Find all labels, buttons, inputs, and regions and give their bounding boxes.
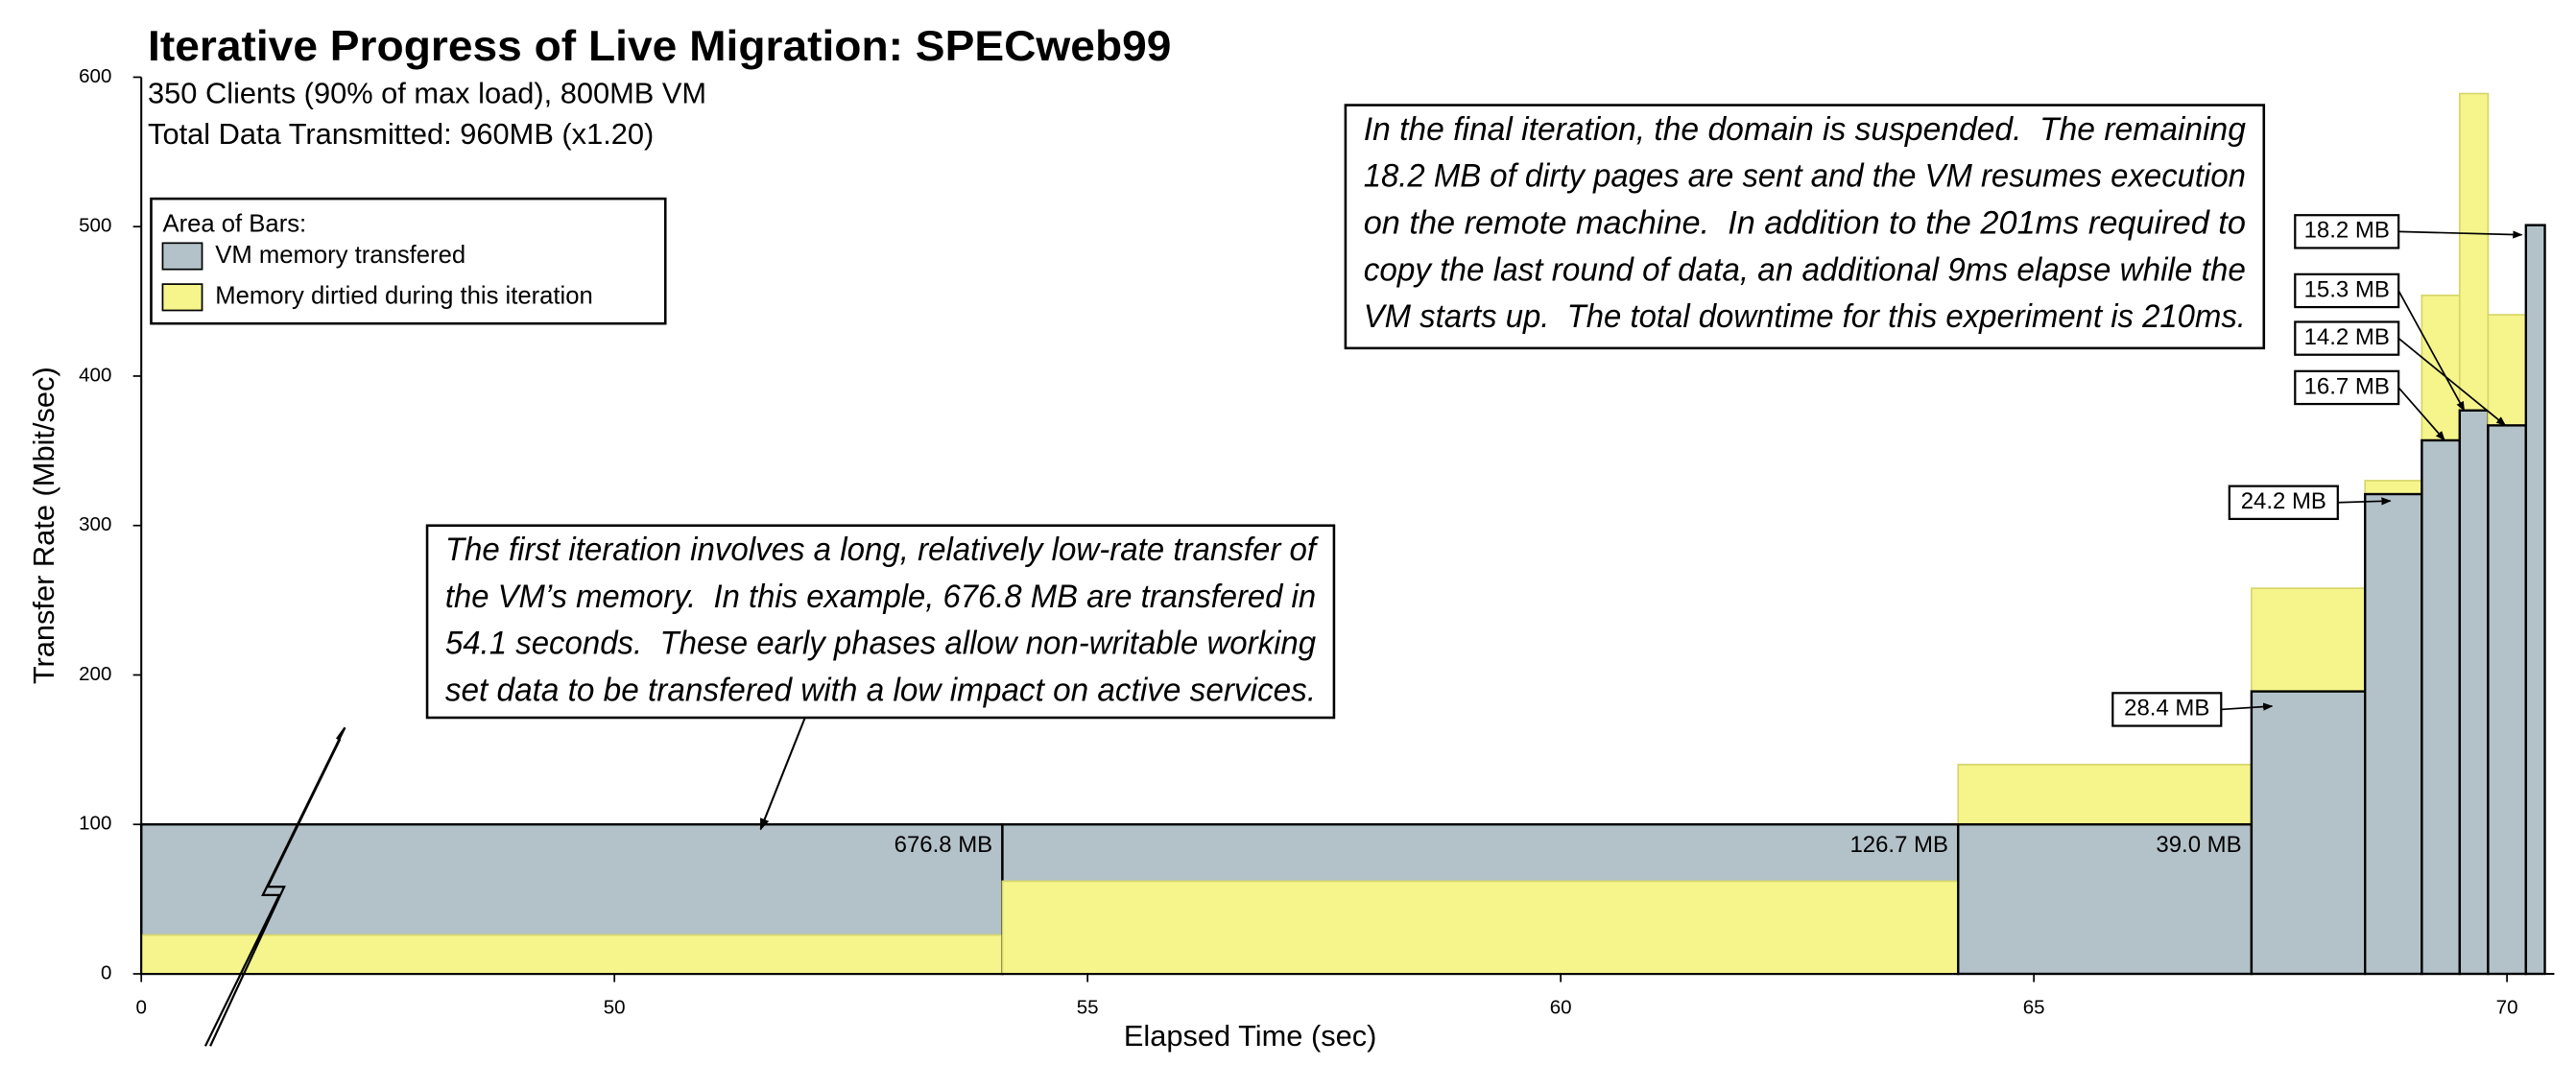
y-tick-label: 100	[79, 813, 111, 835]
bar-label: 676.8 MB	[894, 832, 993, 858]
annotation-text: VM starts up. The total downtime for thi…	[1364, 298, 2246, 335]
bar	[2524, 224, 2546, 976]
annotation-text: 18.2 MB of dirty pages are sent and the …	[1364, 158, 2246, 195]
bar	[140, 934, 1004, 975]
y-tick-label: 200	[79, 663, 111, 685]
callout-box	[2294, 214, 2400, 249]
legend-swatch	[161, 242, 203, 271]
x-tick-label: 60	[1550, 996, 1572, 1018]
annotation-arrow	[759, 717, 806, 831]
bars	[140, 92, 2546, 976]
x-axis-label: Elapsed Time (sec)	[1124, 1019, 1377, 1053]
bar-label: 126.7 MB	[1849, 832, 1948, 858]
bar	[2250, 690, 2367, 976]
x-tick-label: 55	[1077, 996, 1099, 1018]
bar-label: 14.2 MB	[2304, 324, 2390, 350]
callout-arrow	[2397, 290, 2466, 412]
y-axis-label: Transfer Rate (Mbit/sec)	[27, 367, 60, 684]
annotation-box	[1344, 104, 2266, 350]
y-tick-label: 0	[101, 961, 111, 983]
bar-label: 24.2 MB	[2241, 488, 2326, 514]
callout-arrow	[2397, 337, 2507, 426]
chart-title: Iterative Progress of Live Migration: SP…	[148, 23, 1171, 70]
y-tick-label: 500	[79, 215, 111, 237]
callout-box	[2294, 320, 2400, 356]
callout-box	[2294, 369, 2400, 406]
subtitle: Total Data Transmitted: 960MB (x1.20)	[148, 117, 654, 151]
legend-label: Memory dirtied during this iteration	[215, 283, 593, 310]
y-tick-label: 300	[79, 513, 111, 535]
bar	[1957, 823, 2254, 976]
bar-label: 39.0 MB	[2156, 832, 2241, 858]
annotation-text: In the final iteration, the domain is su…	[1364, 111, 2246, 148]
callout-arrow	[2221, 702, 2274, 711]
callout-arrow	[2397, 387, 2445, 441]
y-tick-label: 400	[79, 364, 111, 386]
callout-arrow	[2398, 230, 2523, 239]
annotation-text: 54.1 seconds. These early phases allow n…	[445, 626, 1316, 662]
x-tick-label: 70	[2496, 996, 2518, 1018]
legend-box	[150, 197, 667, 325]
bar-label: 18.2 MB	[2304, 218, 2390, 244]
annotation-text: The first iteration involves a long, rel…	[445, 532, 1320, 568]
bar	[2458, 409, 2490, 976]
bar	[2421, 438, 2462, 976]
bar	[2364, 492, 2423, 976]
callout-arrow	[2337, 497, 2392, 506]
annotation-text: on the remote machine. In addition to th…	[1364, 205, 2246, 242]
annotation-text: set data to be transfered with a low imp…	[445, 673, 1316, 709]
x-tick-label: 50	[604, 996, 626, 1018]
legend-title: Area of Bars:	[162, 210, 306, 237]
callout-box	[2111, 692, 2223, 727]
annotation-text: copy the last round of data, an addition…	[1364, 251, 2246, 288]
annotation-box	[425, 524, 1336, 720]
bar-label: 16.7 MB	[2304, 373, 2390, 399]
x-tick-label: 0	[135, 996, 146, 1018]
legend-swatch	[161, 283, 203, 312]
annotation-text: the VM’s memory. In this example, 676.8 …	[445, 579, 1316, 615]
bar	[2487, 424, 2528, 976]
legend-label: VM memory transfered	[215, 242, 465, 269]
bar	[1001, 880, 1960, 975]
y-tick-label: 600	[79, 65, 111, 87]
axis-break	[203, 726, 346, 1047]
subtitle: 350 Clients (90% of max load), 800MB VM	[148, 76, 706, 109]
bar-label: 28.4 MB	[2124, 696, 2209, 722]
x-tick-label: 65	[2023, 996, 2045, 1018]
callout-box	[2228, 485, 2339, 520]
callout-box	[2294, 272, 2400, 309]
bar-label: 15.3 MB	[2304, 276, 2390, 302]
